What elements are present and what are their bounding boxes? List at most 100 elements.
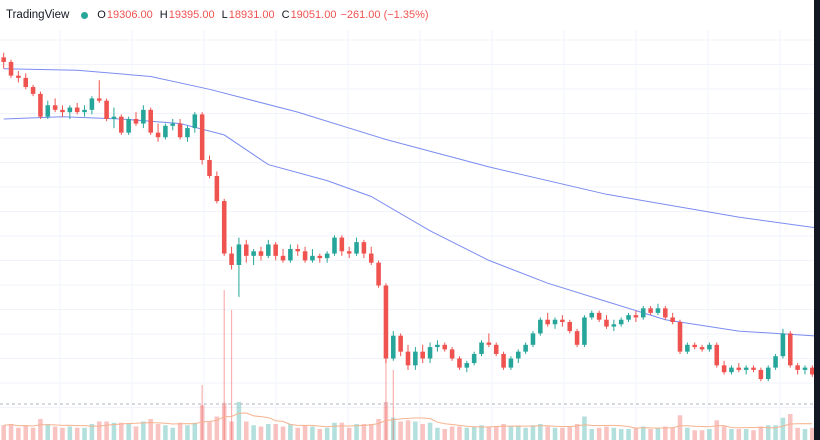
volume-bar bbox=[398, 421, 403, 440]
volume-bar bbox=[119, 422, 124, 440]
volume-bar bbox=[126, 424, 131, 440]
volume-bar bbox=[413, 421, 418, 440]
volume-bar bbox=[310, 426, 315, 440]
volume-bar bbox=[89, 424, 95, 440]
candle bbox=[751, 365, 756, 373]
candle bbox=[236, 237, 242, 297]
ma-fast-line bbox=[3, 116, 820, 337]
volume-bar bbox=[405, 420, 411, 440]
volume-bar bbox=[192, 422, 198, 440]
volume-bar bbox=[773, 425, 778, 440]
candle bbox=[361, 239, 367, 259]
candle bbox=[729, 365, 734, 375]
candle bbox=[89, 96, 95, 115]
candle bbox=[795, 363, 800, 375]
candle bbox=[427, 342, 433, 364]
volume-bar bbox=[787, 414, 793, 440]
candle bbox=[74, 103, 80, 115]
volume-bar bbox=[82, 427, 87, 440]
candle bbox=[30, 84, 36, 97]
candle bbox=[515, 349, 521, 364]
volume-bar bbox=[515, 426, 521, 440]
volume-bar bbox=[8, 424, 14, 440]
candle bbox=[310, 249, 315, 263]
volume-bar bbox=[596, 427, 602, 440]
volume-bar bbox=[185, 425, 190, 440]
candle bbox=[266, 239, 271, 259]
grid bbox=[0, 30, 820, 440]
volume-bar bbox=[155, 424, 161, 440]
volume-bar bbox=[582, 416, 587, 440]
candle bbox=[38, 91, 43, 119]
volume-bar bbox=[280, 426, 286, 440]
candle bbox=[111, 107, 117, 129]
candle bbox=[787, 331, 793, 368]
candle bbox=[501, 351, 506, 370]
volume-bar bbox=[538, 424, 543, 440]
volume-bar bbox=[273, 424, 278, 440]
candle bbox=[758, 367, 764, 382]
volume-bar bbox=[243, 421, 249, 440]
candle bbox=[435, 340, 440, 352]
volume-bar bbox=[677, 415, 683, 440]
candle bbox=[251, 249, 256, 265]
candle bbox=[60, 105, 65, 117]
volume-bar bbox=[765, 425, 771, 440]
candle bbox=[560, 315, 565, 327]
candle bbox=[346, 246, 352, 259]
candle bbox=[302, 246, 308, 263]
candles bbox=[1, 52, 815, 382]
candle bbox=[16, 71, 21, 83]
candle bbox=[391, 331, 396, 361]
candle bbox=[214, 171, 220, 204]
ohlc-readout: O19306.00 H19395.00 L18931.00 C19051.00 bbox=[97, 9, 336, 21]
candle bbox=[486, 333, 492, 348]
candle bbox=[339, 235, 345, 256]
volume-bar bbox=[67, 426, 73, 440]
volume-bar bbox=[170, 427, 176, 440]
volume-bar bbox=[567, 426, 573, 440]
volume-bar bbox=[479, 425, 484, 440]
volume-bar bbox=[251, 425, 256, 440]
volume-bar bbox=[38, 419, 43, 440]
close-value: 19051.00 bbox=[290, 9, 337, 21]
candle bbox=[192, 112, 198, 133]
candle bbox=[155, 123, 161, 142]
volume-bar bbox=[802, 429, 808, 440]
window-edge bbox=[814, 0, 820, 440]
candle bbox=[221, 198, 227, 256]
volume-bar bbox=[199, 405, 205, 440]
volume-spike bbox=[385, 345, 387, 440]
volume-bar bbox=[663, 426, 668, 440]
candle bbox=[457, 356, 462, 370]
open-key: O bbox=[97, 9, 106, 21]
volume-bar bbox=[324, 427, 330, 440]
volume-bar bbox=[427, 422, 433, 440]
candle bbox=[229, 246, 234, 270]
candle bbox=[626, 312, 631, 322]
volume-bar bbox=[501, 424, 506, 440]
candle bbox=[280, 249, 286, 263]
candle bbox=[663, 306, 668, 320]
candle bbox=[567, 319, 573, 334]
volume-bar bbox=[464, 427, 470, 440]
volume-bar bbox=[74, 427, 80, 440]
candle bbox=[685, 342, 690, 354]
candle bbox=[530, 331, 536, 348]
volume-bar bbox=[560, 427, 565, 440]
candle bbox=[611, 319, 617, 332]
low-key: L bbox=[221, 9, 228, 21]
candle bbox=[8, 59, 14, 78]
candle bbox=[163, 123, 168, 140]
candle bbox=[582, 315, 587, 348]
candle bbox=[324, 251, 330, 263]
volume-bar bbox=[148, 419, 153, 440]
volume-bar bbox=[552, 427, 558, 440]
volume-spike bbox=[230, 310, 233, 440]
volume-bar bbox=[207, 421, 212, 440]
candle bbox=[677, 319, 683, 354]
volume-bar bbox=[302, 425, 308, 440]
volume-spike bbox=[223, 290, 225, 440]
